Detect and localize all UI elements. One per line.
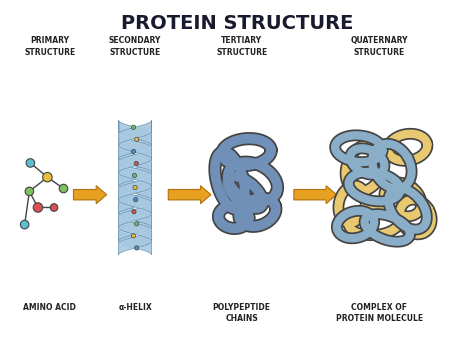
Text: α-HELIX: α-HELIX (118, 303, 152, 312)
Polygon shape (118, 162, 152, 187)
Circle shape (133, 185, 137, 190)
Circle shape (132, 210, 136, 214)
Polygon shape (118, 203, 152, 228)
Circle shape (134, 161, 138, 166)
Polygon shape (118, 189, 152, 214)
Polygon shape (118, 230, 152, 255)
Polygon shape (118, 230, 152, 255)
Polygon shape (118, 175, 152, 200)
Circle shape (135, 222, 139, 226)
Circle shape (25, 187, 34, 196)
Polygon shape (118, 148, 152, 173)
Polygon shape (119, 135, 152, 160)
Text: TERTIARY
STRUCTURE: TERTIARY STRUCTURE (216, 36, 267, 57)
Text: POLYPEPTIDE
CHAINS: POLYPEPTIDE CHAINS (213, 303, 271, 323)
FancyArrow shape (168, 186, 211, 204)
Polygon shape (118, 162, 152, 187)
Circle shape (26, 159, 35, 167)
Circle shape (43, 172, 52, 182)
Polygon shape (118, 148, 152, 173)
Text: PROTEIN STRUCTURE: PROTEIN STRUCTURE (121, 14, 353, 32)
Text: QUATERNARY
STRUCTURE: QUATERNARY STRUCTURE (350, 36, 408, 57)
Polygon shape (118, 121, 151, 146)
Polygon shape (118, 216, 152, 241)
Circle shape (134, 198, 138, 202)
Text: PRIMARY
STRUCTURE: PRIMARY STRUCTURE (24, 36, 75, 57)
FancyArrow shape (73, 186, 107, 204)
Circle shape (135, 137, 139, 142)
Polygon shape (118, 216, 152, 241)
Polygon shape (118, 135, 151, 160)
Polygon shape (119, 121, 152, 146)
Circle shape (135, 246, 139, 250)
Text: COMPLEX OF
PROTEIN MOLECULE: COMPLEX OF PROTEIN MOLECULE (336, 303, 423, 323)
Circle shape (20, 220, 29, 229)
Circle shape (132, 173, 137, 177)
Circle shape (131, 234, 136, 238)
Circle shape (131, 149, 136, 154)
Polygon shape (118, 203, 152, 228)
Polygon shape (118, 189, 152, 214)
Text: AMINO ACID: AMINO ACID (23, 303, 76, 312)
Circle shape (50, 204, 58, 211)
Text: SECONDARY
STRUCTURE: SECONDARY STRUCTURE (109, 36, 161, 57)
Circle shape (131, 125, 136, 129)
FancyArrow shape (294, 186, 337, 204)
Circle shape (33, 203, 43, 212)
Polygon shape (118, 175, 152, 200)
Circle shape (59, 184, 68, 193)
